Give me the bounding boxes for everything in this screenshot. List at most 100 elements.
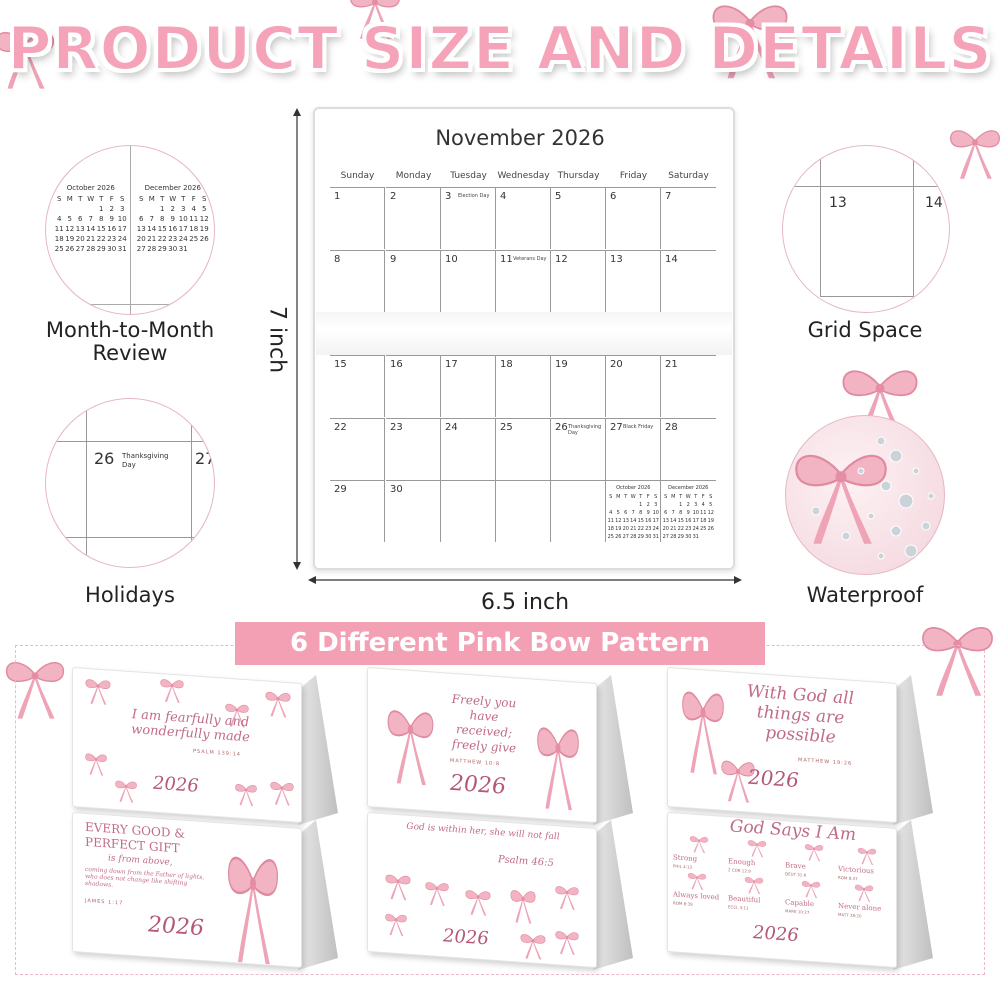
pink-bow-icon xyxy=(856,844,878,866)
calendar-day-cell[interactable]: 12 xyxy=(551,250,606,312)
product-card[interactable]: God Says I Am Strong PHIL 4:13 Enough 2 COR … xyxy=(667,811,933,970)
product-card[interactable]: With God all things are possible MATTHEW … xyxy=(667,666,933,825)
mini-day: 3 xyxy=(120,205,125,213)
calendar-day-cell[interactable]: 21 xyxy=(661,355,716,417)
calendar-day-cell[interactable]: 30 xyxy=(386,480,441,542)
calendar-day-cell[interactable]: 28 xyxy=(661,418,716,480)
calendar-day-cell[interactable]: 8 xyxy=(330,250,385,312)
calendar-day-cell[interactable] xyxy=(551,480,606,542)
mini-day: 8 xyxy=(99,215,104,223)
calendar-day-cell[interactable]: 22 xyxy=(330,418,385,480)
day-number: 18 xyxy=(500,359,513,370)
mini-day: 12 xyxy=(199,215,209,223)
mini-day: 13 xyxy=(662,518,669,524)
calendar-day-cell[interactable]: 23 xyxy=(386,418,441,480)
calendar-day-cell[interactable]: 20 xyxy=(606,355,661,417)
calendar-day-cell[interactable] xyxy=(441,480,496,542)
calendar-day-cell[interactable]: 19 xyxy=(551,355,606,417)
mini-day: 14 xyxy=(630,518,637,524)
mini-day: 6 xyxy=(664,510,668,516)
feature-label: Grid Space xyxy=(807,318,923,342)
calendar-day-cell[interactable]: 26 Thanksgiving Day xyxy=(551,418,606,480)
calendar-day-cell[interactable] xyxy=(661,480,716,542)
calendar-day-cell[interactable]: 4 xyxy=(496,187,551,249)
calendar-day-cell[interactable]: 11 Veterans Day xyxy=(496,250,551,312)
mini-day: 8 xyxy=(160,215,165,223)
holiday-label: Black Friday xyxy=(623,424,654,430)
calendar-day-cell[interactable]: 13 xyxy=(606,250,661,312)
day-number: 12 xyxy=(555,254,568,265)
pink-bow-icon xyxy=(383,869,413,901)
mini-day: 9 xyxy=(686,510,690,516)
card-year: 2026 xyxy=(443,925,489,950)
mini-day xyxy=(65,204,76,214)
calendar-day-cell[interactable]: 25 xyxy=(496,418,551,480)
calendar-day-cell[interactable]: 1 xyxy=(330,187,385,249)
affirmation-reference: ROM 8:39 xyxy=(673,900,693,907)
calendar-day-cell[interactable]: 2 xyxy=(386,187,441,249)
affirmation-reference: ECCL 3:11 xyxy=(728,904,749,911)
affirmation-reference: MARK 10:27 xyxy=(785,908,810,915)
mini-day: 4 xyxy=(609,510,613,516)
calendar-day-cell[interactable]: 24 xyxy=(441,418,496,480)
mini-day xyxy=(662,501,670,509)
mini-day: 11 xyxy=(700,510,707,516)
calendar-day-cell[interactable]: 29 xyxy=(330,480,385,542)
calendar-day-cell[interactable] xyxy=(496,480,551,542)
mini-calendar-title: October 2026 xyxy=(616,485,651,491)
mini-day: S xyxy=(57,195,62,203)
calendar-day-cell[interactable]: 9 xyxy=(386,250,441,312)
mini-day: T xyxy=(624,494,628,500)
mini-day: 28 xyxy=(670,534,677,540)
calendar-day-cell[interactable]: 5 xyxy=(551,187,606,249)
mini-day: W xyxy=(87,195,95,203)
mini-day: 1 xyxy=(679,502,683,508)
mini-calendar: December 2026 S M T W T F S 1 2 3 4 5 6 7 8 9 10 11 12 13 14 1… xyxy=(662,485,715,541)
mini-day: 31 xyxy=(178,245,188,253)
mini-day: 16 xyxy=(685,518,692,524)
calendar-day-cell[interactable]: 15 xyxy=(330,355,385,417)
pink-bow-icon xyxy=(223,834,283,968)
calendar-day-cell[interactable]: 17 xyxy=(441,355,496,417)
day-number: 29 xyxy=(334,484,347,495)
mini-day: 18 xyxy=(189,225,199,233)
mini-day xyxy=(54,204,65,214)
mini-day: 19 xyxy=(65,235,75,243)
calendar-day-cell[interactable]: 18 xyxy=(496,355,551,417)
mini-day: 10 xyxy=(652,510,659,516)
mini-day: 14 xyxy=(147,225,157,233)
mini-day: S xyxy=(664,494,668,500)
holiday-label: Election Day xyxy=(458,193,490,199)
calendar-day-cell[interactable]: 3 Election Day xyxy=(441,187,496,249)
mini-calendar-title: December 2026 xyxy=(668,485,709,491)
calendar-day-cell[interactable]: 14 xyxy=(661,250,716,312)
mini-day: 5 xyxy=(709,502,713,508)
product-card[interactable]: Freely you have received; freely give MAT… xyxy=(367,666,633,825)
calendar-day-cell[interactable] xyxy=(606,480,661,542)
mini-day: M xyxy=(671,494,676,500)
day-number: 19 xyxy=(555,359,568,370)
product-card[interactable]: I am fearfully and wonderfully made PSALM… xyxy=(72,666,338,825)
mini-day: 7 xyxy=(88,215,93,223)
calendar-day-cell[interactable]: 7 xyxy=(661,187,716,249)
pink-bow-icon xyxy=(688,832,710,854)
calendar-day-cell[interactable]: 27 Black Friday xyxy=(606,418,661,480)
mini-day: 10 xyxy=(178,215,188,223)
calendar-day-cell[interactable]: 6 xyxy=(606,187,661,249)
grid-day-number: 13 xyxy=(829,195,847,211)
product-card[interactable]: God is within her, she will not fall Psal… xyxy=(367,811,633,970)
mini-day: 6 xyxy=(78,215,83,223)
day-number: 22 xyxy=(334,422,347,433)
holiday-label: Veterans Day xyxy=(513,256,547,262)
affirmation-reference: 2 COR 12:9 xyxy=(728,867,751,874)
day-number: 11 xyxy=(500,254,513,265)
product-card[interactable]: EVERY GOOD & PERFECT GIFT is from above, c… xyxy=(72,811,338,970)
mini-day: S xyxy=(709,494,713,500)
feature-label: Holidays xyxy=(85,583,175,607)
mini-day: 1 xyxy=(639,502,643,508)
calendar-day-cell[interactable]: 16 xyxy=(386,355,441,417)
affirmation-word: Enough xyxy=(728,857,756,868)
mini-day: 4 xyxy=(701,502,705,508)
mini-day: W xyxy=(685,494,691,500)
calendar-day-cell[interactable]: 10 xyxy=(441,250,496,312)
